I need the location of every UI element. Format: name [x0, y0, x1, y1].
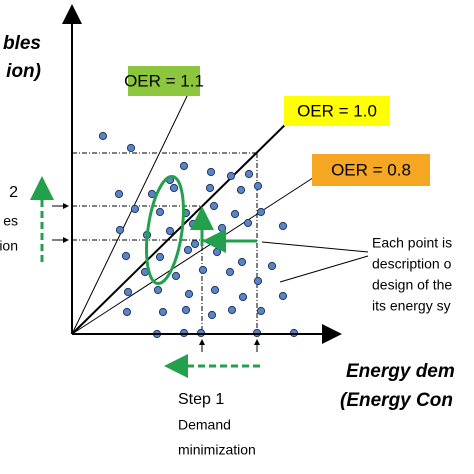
oer-label: OER = 1.1 — [124, 71, 204, 90]
point — [210, 285, 220, 295]
point — [236, 185, 246, 195]
oer-box — [284, 96, 390, 126]
point — [217, 223, 227, 233]
points — [98, 131, 299, 339]
point — [130, 204, 140, 214]
point — [198, 265, 208, 275]
point — [267, 261, 277, 271]
step2: 2 — [9, 184, 18, 201]
point — [171, 271, 181, 281]
point — [121, 251, 131, 261]
point — [230, 209, 240, 219]
point — [212, 247, 222, 257]
point — [169, 183, 179, 193]
point — [256, 306, 266, 316]
point — [253, 276, 263, 286]
point — [209, 201, 219, 211]
y-label: bles — [3, 33, 41, 54]
oer-label: OER = 0.8 — [331, 160, 411, 179]
point — [184, 289, 194, 299]
x-label: Energy dem — [346, 361, 455, 382]
x-label: (Energy Con — [340, 390, 453, 411]
green-arrows — [30, 176, 260, 378]
step1: minimization — [178, 442, 256, 458]
point — [278, 291, 288, 301]
step2: es — [3, 213, 18, 229]
point — [115, 225, 125, 235]
point — [227, 305, 237, 315]
oer-box — [312, 154, 430, 186]
step1: Demand — [178, 417, 231, 433]
note: description o — [372, 256, 452, 272]
point — [205, 183, 215, 193]
point — [237, 257, 247, 267]
point — [244, 169, 254, 179]
point — [225, 267, 235, 277]
point — [226, 171, 236, 181]
point — [206, 167, 216, 177]
cluster-ellipse — [145, 174, 185, 286]
point — [207, 310, 217, 320]
step1: Step 1 — [178, 391, 224, 408]
point — [122, 307, 132, 317]
point — [114, 189, 124, 199]
y-label: ion) — [6, 61, 41, 82]
point — [155, 207, 165, 217]
point — [153, 285, 163, 295]
point — [190, 239, 200, 249]
point — [238, 292, 248, 302]
point — [253, 181, 263, 191]
point — [123, 287, 133, 297]
point — [158, 307, 168, 317]
oer-box — [128, 66, 200, 96]
note: its energy sy — [372, 298, 451, 314]
point — [98, 131, 108, 141]
note: Each point is — [372, 235, 452, 251]
step2: ion — [0, 238, 18, 254]
point — [183, 245, 193, 255]
point — [126, 143, 136, 153]
point — [165, 226, 175, 236]
point — [155, 252, 165, 262]
point — [256, 207, 266, 217]
point — [181, 305, 191, 315]
point — [179, 161, 189, 171]
point — [243, 218, 253, 228]
note: design of the — [372, 277, 452, 293]
point — [188, 219, 198, 229]
oer-label: OER = 1.0 — [297, 101, 377, 120]
point — [278, 221, 288, 231]
small-arrows — [52, 203, 369, 352]
